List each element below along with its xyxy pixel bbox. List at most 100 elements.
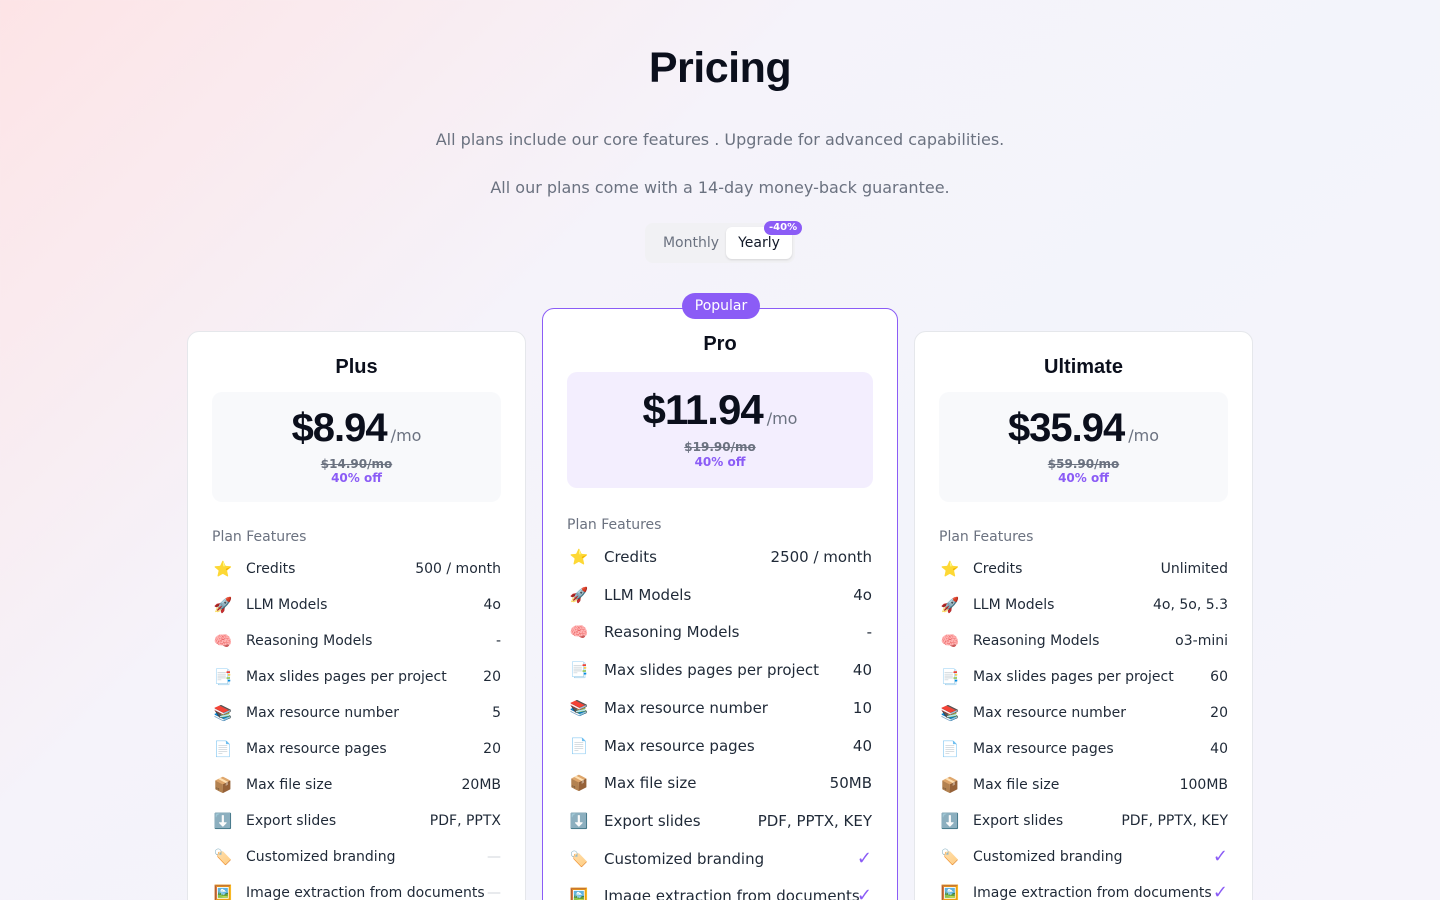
document-icon: 📄 xyxy=(940,740,960,758)
books-icon: 📚 xyxy=(213,704,233,722)
feature-label: Customized branding xyxy=(973,849,1123,865)
check-icon: ✓ xyxy=(856,885,872,900)
check-icon: ✓ xyxy=(856,848,872,869)
feature-row: 📦 Max file size 20MB xyxy=(212,773,501,797)
price-line: $35.94/mo xyxy=(939,406,1228,451)
plan-card-ultimate[interactable]: Ultimate $35.94/mo $59.90/mo 40% off Pla… xyxy=(914,331,1253,900)
feature-value: 100MB xyxy=(1179,777,1228,793)
image-icon: 🖼️ xyxy=(569,887,589,900)
feature-value: PDF, PPTX, KEY xyxy=(1121,813,1228,829)
feature-row: 🧠 Reasoning Models o3-mini xyxy=(939,629,1228,653)
feature-label: Max resource pages xyxy=(246,741,387,757)
page-subtitle: All plans include our core features . Up… xyxy=(435,130,1005,149)
feature-value: 4o, 5o, 5.3 xyxy=(1152,597,1228,613)
star-icon: ⭐ xyxy=(940,560,960,578)
feature-row: ⬇️ Export slides PDF, PPTX, KEY xyxy=(568,809,872,833)
plan-name: Ultimate xyxy=(1044,356,1123,378)
pages-icon: 📑 xyxy=(569,661,589,679)
star-icon: ⭐ xyxy=(213,560,233,578)
feature-value: 50MB xyxy=(829,774,872,792)
image-icon: 🖼️ xyxy=(213,884,233,900)
package-icon: 📦 xyxy=(213,776,233,794)
feature-label: Reasoning Models xyxy=(973,633,1100,649)
feature-value: 40 xyxy=(852,661,872,679)
feature-label: Image extraction from documents xyxy=(973,885,1212,900)
feature-label: Credits xyxy=(246,561,296,577)
star-icon: ⭐ xyxy=(569,548,589,566)
price-box: $35.94/mo $59.90/mo 40% off xyxy=(939,392,1228,502)
features-heading: Plan Features xyxy=(567,517,662,533)
package-icon: 📦 xyxy=(940,776,960,794)
feature-row: 📄 Max resource pages 40 xyxy=(939,737,1228,761)
feature-label: Max slides pages per project xyxy=(973,669,1174,685)
page-title: Pricing xyxy=(648,44,792,92)
download-icon: ⬇️ xyxy=(569,812,589,830)
feature-value: o3-mini xyxy=(1175,633,1228,649)
monthly-option[interactable]: Monthly xyxy=(662,235,720,251)
download-icon: ⬇️ xyxy=(213,812,233,830)
feature-label: Max file size xyxy=(246,777,333,793)
feature-value: 4o xyxy=(483,597,501,613)
feature-label: Max file size xyxy=(604,774,697,792)
books-icon: 📚 xyxy=(569,699,589,717)
tag-icon: 🏷️ xyxy=(569,850,589,868)
feature-row: ⭐ Credits Unlimited xyxy=(939,557,1228,581)
feature-value: 20 xyxy=(483,669,501,685)
feature-row: 🏷️ Customized branding ✓ xyxy=(939,845,1228,869)
feature-value: 40 xyxy=(852,737,872,755)
plan-card-plus[interactable]: Plus $8.94/mo $14.90/mo 40% off Plan Fea… xyxy=(187,331,526,900)
check-icon: ✓ xyxy=(1212,882,1228,900)
feature-value: 20 xyxy=(483,741,501,757)
feature-row: 🏷️ Customized branding — xyxy=(212,845,501,869)
feature-row: 📦 Max file size 50MB xyxy=(568,771,872,795)
feature-row: 🖼️ Image extraction from documents — xyxy=(212,881,501,900)
feature-label: LLM Models xyxy=(973,597,1055,613)
tag-icon: 🏷️ xyxy=(213,848,233,866)
original-price: $19.90/mo xyxy=(684,440,756,454)
feature-row: 🖼️ Image extraction from documents ✓ xyxy=(568,884,872,900)
feature-row: 🧠 Reasoning Models - xyxy=(568,620,872,644)
feature-row: 🚀 LLM Models 4o, 5o, 5.3 xyxy=(939,593,1228,617)
feature-row: ⭐ Credits 500 / month xyxy=(212,557,501,581)
feature-value: 5 xyxy=(492,705,501,721)
feature-label: Export slides xyxy=(604,812,701,830)
billing-toggle: Monthly Yearly -40% xyxy=(645,221,803,263)
price-amount: $35.94 xyxy=(1007,406,1125,450)
feature-value: 4o xyxy=(853,586,872,604)
feature-value: 2500 / month xyxy=(770,548,872,566)
feature-value: 40 xyxy=(1210,741,1228,757)
plan-name: Pro xyxy=(703,333,737,355)
feature-value: - xyxy=(866,623,872,641)
feature-value: 60 xyxy=(1210,669,1228,685)
features-heading: Plan Features xyxy=(939,529,1034,545)
feature-row: 📄 Max resource pages 20 xyxy=(212,737,501,761)
package-icon: 📦 xyxy=(569,774,589,792)
feature-value: 20MB xyxy=(461,777,502,793)
original-price: $59.90/mo xyxy=(1047,457,1120,471)
feature-value: — xyxy=(487,885,501,900)
price-period: /mo xyxy=(390,426,422,445)
original-price: $14.90/mo xyxy=(320,457,393,471)
feature-label: Max file size xyxy=(973,777,1060,793)
guarantee-note: All our plans come with a 14-day money-b… xyxy=(490,178,950,197)
image-icon: 🖼️ xyxy=(940,884,960,900)
feature-label: LLM Models xyxy=(604,586,692,604)
feature-label: Image extraction from documents xyxy=(246,885,485,900)
price-line: $11.94/mo xyxy=(567,386,873,434)
feature-value: Unlimited xyxy=(1160,561,1228,577)
feature-row: ⬇️ Export slides PDF, PPTX xyxy=(212,809,501,833)
feature-label: Credits xyxy=(973,561,1023,577)
plan-card-pro[interactable]: Popular Pro $11.94/mo $19.90/mo 40% off P… xyxy=(542,293,898,900)
feature-row: 🏷️ Customized branding ✓ xyxy=(568,847,872,871)
feature-label: LLM Models xyxy=(246,597,328,613)
price-box: $11.94/mo $19.90/mo 40% off xyxy=(567,372,873,488)
feature-label: Max resource number xyxy=(246,705,400,721)
feature-row: 📄 Max resource pages 40 xyxy=(568,734,872,758)
feature-row: 📑 Max slides pages per project 20 xyxy=(212,665,501,689)
feature-row: 📚 Max resource number 5 xyxy=(212,701,501,725)
price-amount: $11.94 xyxy=(642,386,764,433)
rocket-icon: 🚀 xyxy=(213,596,233,614)
rocket-icon: 🚀 xyxy=(940,596,960,614)
feature-label: Reasoning Models xyxy=(246,633,373,649)
feature-row: 📑 Max slides pages per project 40 xyxy=(568,658,872,682)
